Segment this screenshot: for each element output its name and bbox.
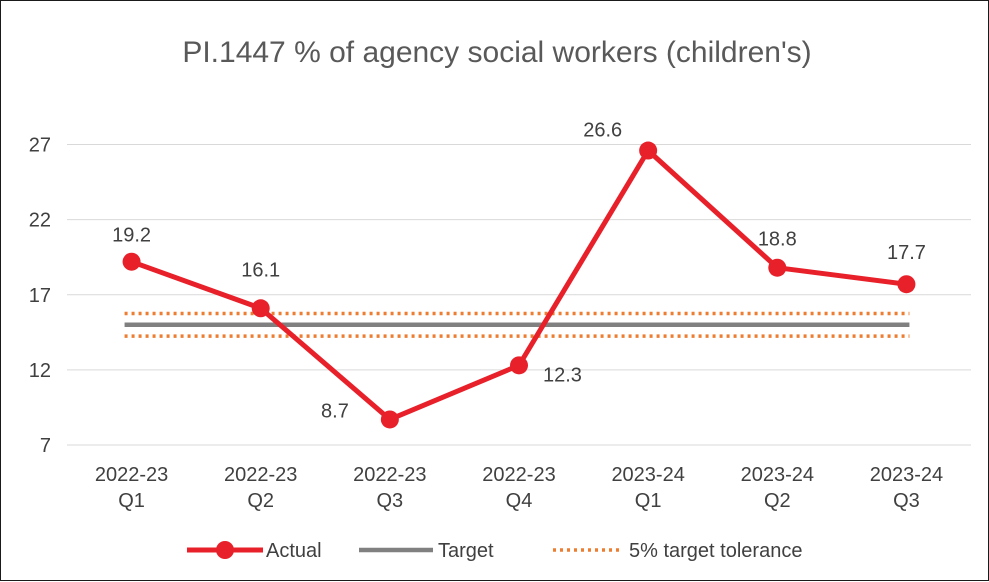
x-axis-ticks: 2022-23 Q1 2022-23 Q2 2022-23 Q3 2022-23 Q4 2023… bbox=[95, 464, 943, 512]
data-label: 19.2 bbox=[112, 225, 151, 247]
actual-line bbox=[129, 148, 909, 422]
x-tick-label: 2023-24 Q3 bbox=[870, 464, 943, 512]
y-tick-label: 7 bbox=[40, 435, 51, 457]
x-tick-label: 2023-24 Q1 bbox=[611, 464, 684, 512]
actual-series bbox=[122, 141, 916, 429]
data-labels: 19.2 16.1 8.7 12.3 26.6 18.8 17.7 bbox=[112, 120, 926, 423]
tolerance-band bbox=[124, 311, 910, 338]
x-tick-label: 2022-23 Q1 bbox=[95, 464, 168, 512]
y-tick-label: 27 bbox=[29, 135, 51, 157]
actual-point bbox=[380, 410, 399, 429]
legend-tolerance-label: 5% target tolerance bbox=[629, 540, 802, 562]
actual-point bbox=[897, 275, 916, 294]
data-label: 16.1 bbox=[241, 259, 280, 281]
y-axis-ticks: 7 12 17 22 27 bbox=[29, 135, 51, 458]
legend-actual-marker bbox=[216, 541, 234, 559]
x-tick-label: 2022-23 Q2 bbox=[224, 464, 297, 512]
y-tick-label: 12 bbox=[29, 360, 51, 382]
chart-title: PI.1447 % of agency social workers (chil… bbox=[182, 36, 811, 69]
data-label: 8.7 bbox=[321, 400, 349, 422]
legend-actual-label: Actual bbox=[266, 540, 322, 562]
actual-point bbox=[251, 299, 270, 318]
actual-point bbox=[122, 252, 141, 271]
data-label: 26.6 bbox=[583, 120, 622, 142]
actual-point bbox=[768, 258, 787, 277]
actual-point bbox=[639, 141, 658, 160]
legend-target-label: Target bbox=[438, 540, 494, 562]
y-tick-label: 17 bbox=[29, 285, 51, 307]
data-label: 18.8 bbox=[758, 229, 797, 251]
grid-lines bbox=[67, 144, 971, 446]
actual-point bbox=[510, 356, 528, 375]
x-tick-label: 2023-24 Q2 bbox=[741, 464, 814, 512]
legend: Actual Target 5% target tolerance bbox=[187, 540, 802, 562]
data-label: 12.3 bbox=[543, 364, 582, 386]
data-label: 17.7 bbox=[887, 242, 926, 264]
x-tick-label: 2022-23 Q4 bbox=[482, 464, 555, 512]
y-tick-label: 22 bbox=[29, 210, 51, 232]
x-tick-label: 2022-23 Q3 bbox=[353, 464, 426, 512]
